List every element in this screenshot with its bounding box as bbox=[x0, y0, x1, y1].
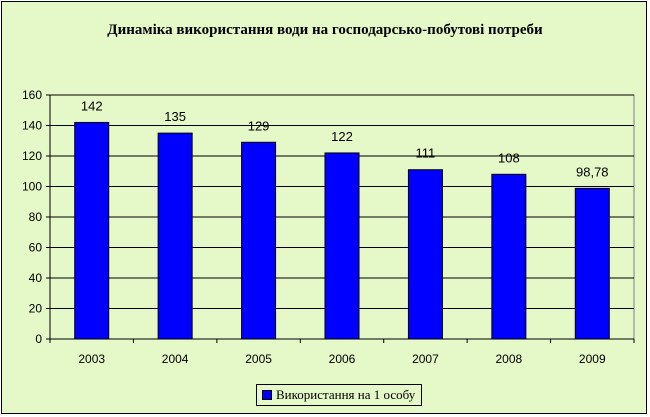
y-tick-label: 0 bbox=[35, 332, 42, 346]
x-tick-label: 2003 bbox=[78, 352, 105, 366]
data-label: 122 bbox=[331, 129, 353, 144]
x-tick-label: 2004 bbox=[162, 352, 189, 366]
y-tick-label: 40 bbox=[29, 271, 43, 285]
y-tick-label: 100 bbox=[22, 180, 42, 194]
x-tick-label: 2009 bbox=[579, 352, 606, 366]
data-label: 135 bbox=[164, 109, 186, 124]
bar bbox=[491, 173, 527, 340]
bar bbox=[157, 132, 193, 340]
y-tick-label: 20 bbox=[29, 302, 43, 316]
x-tick-label: 2005 bbox=[245, 352, 272, 366]
legend-label: Використання на 1 особу bbox=[276, 387, 416, 402]
x-tick-label: 2006 bbox=[329, 352, 356, 366]
y-tick-label: 120 bbox=[22, 149, 42, 163]
data-label: 142 bbox=[81, 98, 103, 113]
bar bbox=[324, 152, 360, 340]
bar bbox=[407, 169, 443, 340]
x-tick-label: 2008 bbox=[496, 352, 523, 366]
bar bbox=[74, 121, 110, 340]
data-label: 129 bbox=[248, 118, 270, 133]
legend-swatch bbox=[262, 390, 272, 400]
bar bbox=[241, 141, 277, 340]
data-label: 111 bbox=[416, 146, 436, 161]
chart-title: Динаміка використання води на господарсь… bbox=[107, 22, 543, 38]
y-tick-label: 80 bbox=[29, 210, 43, 224]
data-label: 98,78 bbox=[576, 164, 609, 179]
data-label: 108 bbox=[498, 150, 520, 165]
legend: Використання на 1 особу bbox=[256, 384, 423, 406]
x-tick-label: 2007 bbox=[412, 352, 439, 366]
y-tick-label: 140 bbox=[22, 119, 42, 133]
bar bbox=[574, 187, 610, 340]
y-tick-label: 60 bbox=[29, 241, 43, 255]
y-tick-label: 160 bbox=[22, 88, 42, 102]
